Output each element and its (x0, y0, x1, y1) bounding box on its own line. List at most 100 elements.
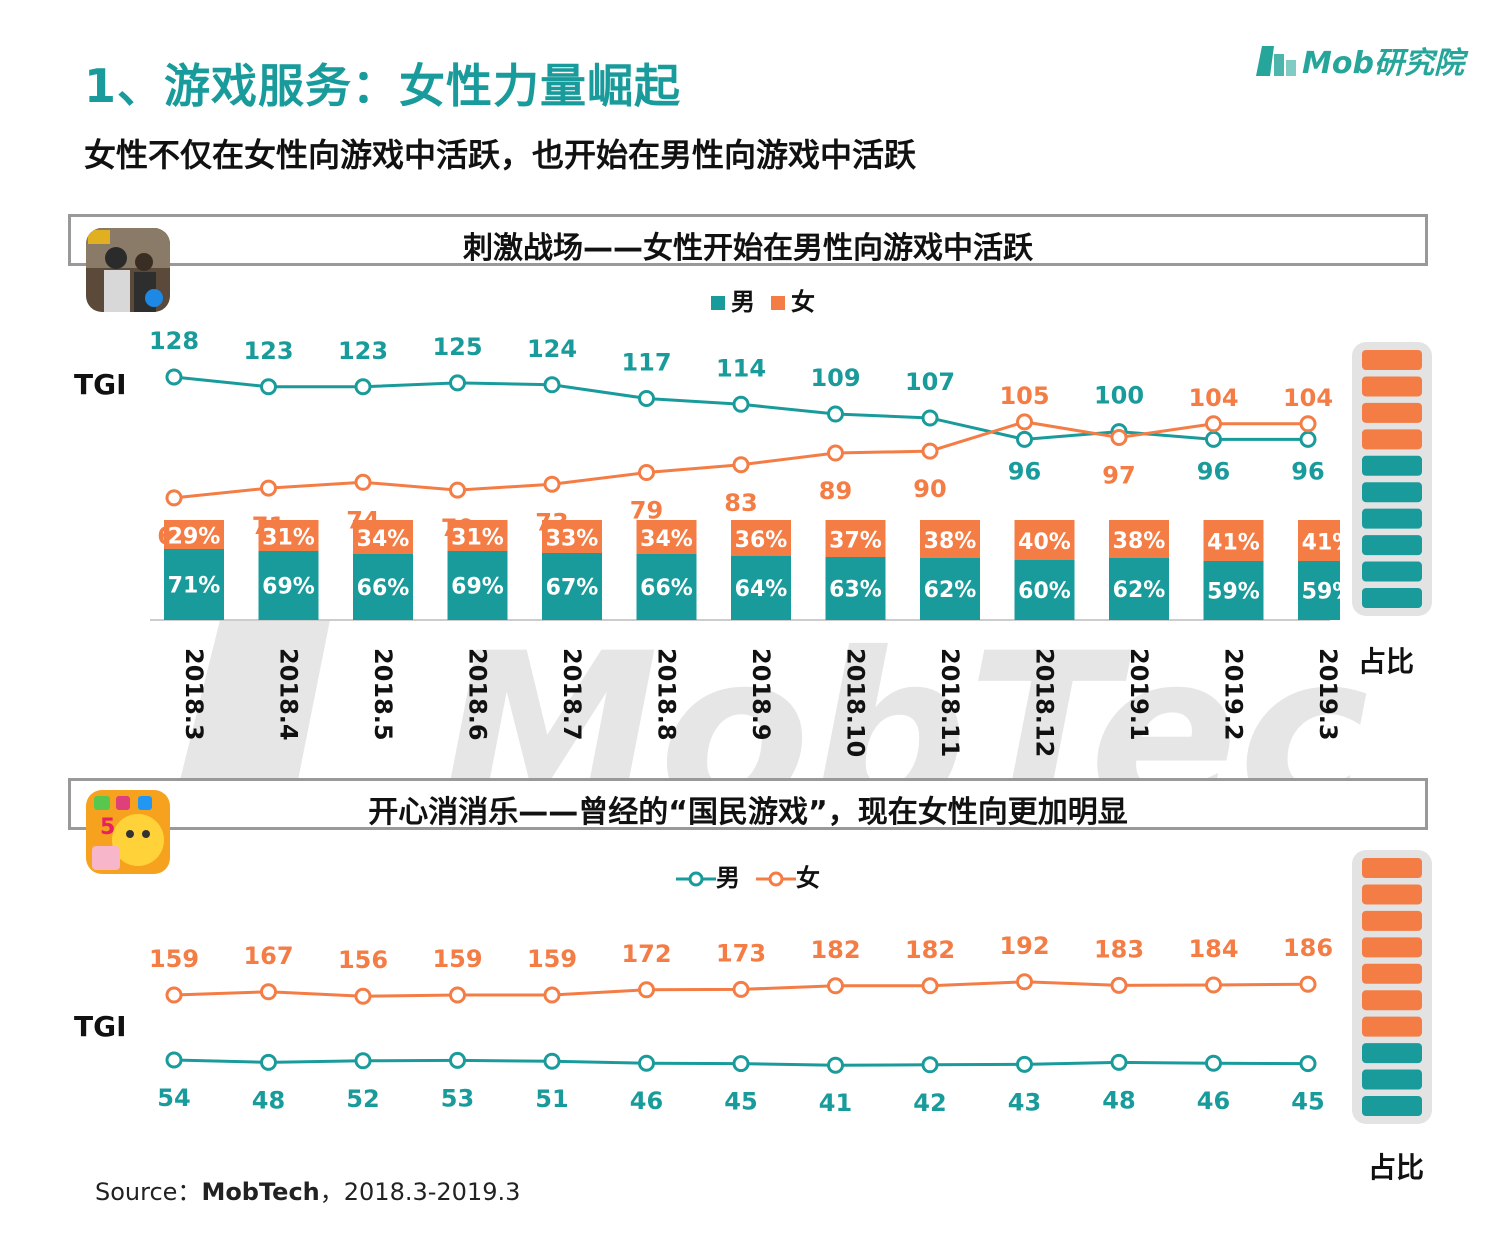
tgi-label-female: 159 (149, 945, 199, 973)
gauge-block-female (1362, 990, 1422, 1011)
bar-segment-male (731, 556, 791, 620)
x-tick-label: 2018.11 (936, 648, 964, 757)
tgi-point-male (1110, 1053, 1128, 1071)
bar-label-male: 69% (451, 575, 504, 600)
tgi-label-male: 45 (724, 1088, 757, 1116)
tgi-point-female (827, 977, 844, 995)
tgi-label-male: 51 (535, 1085, 568, 1113)
tgi-label-male: 100 (1094, 382, 1144, 410)
bar-segment-male (636, 554, 697, 620)
bar-label-female: 36% (735, 528, 788, 553)
x-tick-label: 2018.4 (275, 648, 303, 741)
gauge-block-female (1362, 402, 1422, 423)
tgi-point-female (827, 444, 844, 462)
logo-text: Mob研究院 (1302, 46, 1464, 81)
bar-segment-female (542, 520, 602, 553)
gauge-block-male (1362, 482, 1422, 503)
tgi-point-male (165, 368, 183, 386)
bar-segment-female (1298, 520, 1340, 561)
tgi-label-male: 124 (527, 335, 577, 363)
x-tick-label: 2018.5 (369, 648, 397, 741)
tgi-label-female: 172 (621, 940, 671, 968)
tgi-point-male (449, 1051, 466, 1069)
tgi-point-male (1016, 1055, 1033, 1073)
bar-segment-female (258, 520, 319, 551)
tgi-label-male: 43 (1008, 1088, 1041, 1116)
happy-elimination-app-icon: 5 (86, 790, 170, 874)
tgi-point-male (354, 378, 372, 396)
tgi-point-female (165, 986, 183, 1004)
bar-label-male: 64% (735, 577, 788, 602)
bar-segment-male (1203, 561, 1264, 620)
bar-label-female: 34% (357, 527, 410, 552)
tgi-label-male: 46 (1197, 1087, 1230, 1115)
x-tick-label: 2019.1 (1125, 648, 1153, 741)
tgi-label-male: 54 (157, 1084, 190, 1112)
gauge-block-male (1362, 1096, 1422, 1116)
tgi-point-male (543, 376, 561, 394)
legend-item-male: 男 (711, 282, 755, 317)
bar-segment-male (164, 549, 224, 620)
tgi-point-female (1016, 413, 1033, 431)
tgi-label-male: 48 (1102, 1086, 1135, 1114)
gauge-block-female (1362, 910, 1422, 931)
bar-label-male: 62% (924, 578, 977, 603)
x-tick-label: 2018.10 (842, 648, 870, 757)
gauge-block-female (1362, 1016, 1422, 1037)
tgi-point-male (827, 1056, 844, 1074)
gauge-block-female (1362, 376, 1422, 397)
tgi-label-male: 48 (252, 1086, 285, 1114)
legend-item-female: 女 (771, 282, 815, 317)
tgi-label-female: 104 (1283, 384, 1333, 412)
tgi-label-male: 114 (716, 354, 766, 382)
gauge-block-female (1362, 858, 1422, 878)
bar-label-female: 41% (1302, 531, 1340, 556)
x-tick-label: 2019.3 (1314, 648, 1340, 741)
tgi-point-female (165, 489, 183, 507)
bar-segment-female (164, 520, 224, 549)
bar-label-male: 60% (1018, 579, 1071, 604)
tgi-label-female: 159 (527, 945, 577, 973)
tgi-point-male (543, 1052, 561, 1070)
bar-segment-male (258, 551, 319, 620)
tgi-point-male (732, 395, 750, 413)
tgi-point-female (638, 464, 655, 482)
tgi-point-male (921, 1056, 939, 1074)
tgi-label-male: 46 (630, 1087, 663, 1115)
bar-label-male: 66% (357, 576, 410, 601)
tgi-point-male (921, 409, 939, 427)
tgi-point-female (543, 986, 561, 1004)
x-tick-label: 2019.2 (1220, 648, 1248, 741)
tgi-point-female (732, 456, 750, 474)
bar-segment-female (1203, 520, 1264, 561)
tgi-point-male (1016, 430, 1033, 448)
x-tick-label: 2018.6 (464, 648, 492, 741)
pubg-app-icon (86, 228, 170, 312)
tgi-point-female (921, 977, 939, 995)
bar-label-female: 33% (546, 527, 599, 552)
bar-segment-male (1298, 561, 1340, 620)
share-gauge-2 (1352, 850, 1432, 1124)
tgi-label-male: 96 (1008, 457, 1041, 485)
bar-label-male: 59% (1302, 580, 1340, 605)
bar-segment-female (1014, 520, 1075, 560)
bar-label-female: 29% (168, 525, 221, 550)
building-logo-icon (1256, 46, 1296, 76)
tgi-label-female: 182 (905, 936, 955, 964)
bar-label-male: 69% (262, 575, 315, 600)
tgi-label-female: 97 (1102, 461, 1135, 489)
bar-label-male: 62% (1113, 578, 1166, 603)
tgi-label-male: 117 (621, 348, 671, 376)
bar-segment-female (447, 520, 508, 551)
tgi-point-female (449, 481, 466, 499)
tgi-point-male (1299, 1055, 1317, 1073)
gauge-block-male (1362, 535, 1422, 556)
bar-segment-female (825, 520, 886, 557)
gauge-block-male (1362, 1043, 1422, 1064)
source-note: Source：MobTech，2018.3-2019.3 (95, 1178, 521, 1206)
bar-segment-male (1014, 560, 1075, 620)
gauge-block-female (1362, 884, 1422, 905)
tgi-label-male: 96 (1197, 457, 1230, 485)
bar-segment-male (920, 558, 980, 620)
tgi-label-male: 45 (1291, 1088, 1324, 1116)
